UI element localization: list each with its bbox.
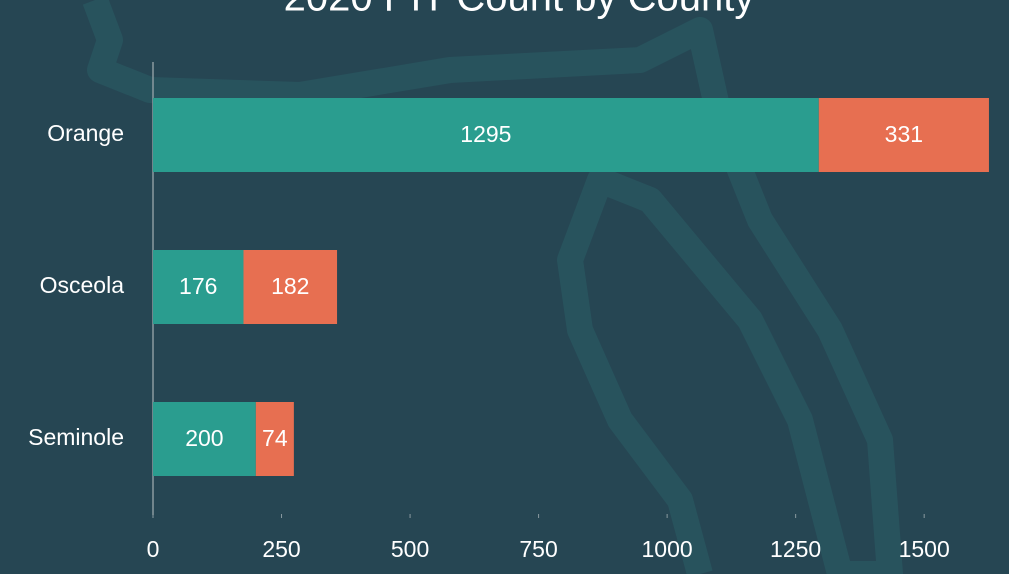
y-tick-label: Seminole [28,424,124,450]
data-label: 1295 [460,121,511,147]
data-label: 182 [271,273,309,299]
bar-segment [153,98,819,172]
x-tick-label: 1500 [899,536,950,562]
bar-segment [153,250,244,324]
bar-segment [818,98,989,172]
x-tick-label: 500 [391,536,429,562]
bar-segment [255,402,294,476]
data-label: 74 [262,425,288,451]
y-tick-label: Orange [47,120,124,146]
bar-segment [243,250,338,324]
x-tick-label: 250 [262,536,300,562]
data-label: 176 [179,273,217,299]
chart-title: 2020 PIT Count by County [284,0,755,20]
bar-segment [153,402,256,476]
data-label: 331 [885,121,923,147]
x-tick-label: 750 [519,536,557,562]
y-tick-label: Osceola [40,272,125,298]
x-tick-label: 1250 [770,536,821,562]
x-tick-label: 1000 [642,536,693,562]
map-outline [82,0,903,574]
x-tick-label: 0 [147,536,160,562]
data-label: 200 [185,425,223,451]
